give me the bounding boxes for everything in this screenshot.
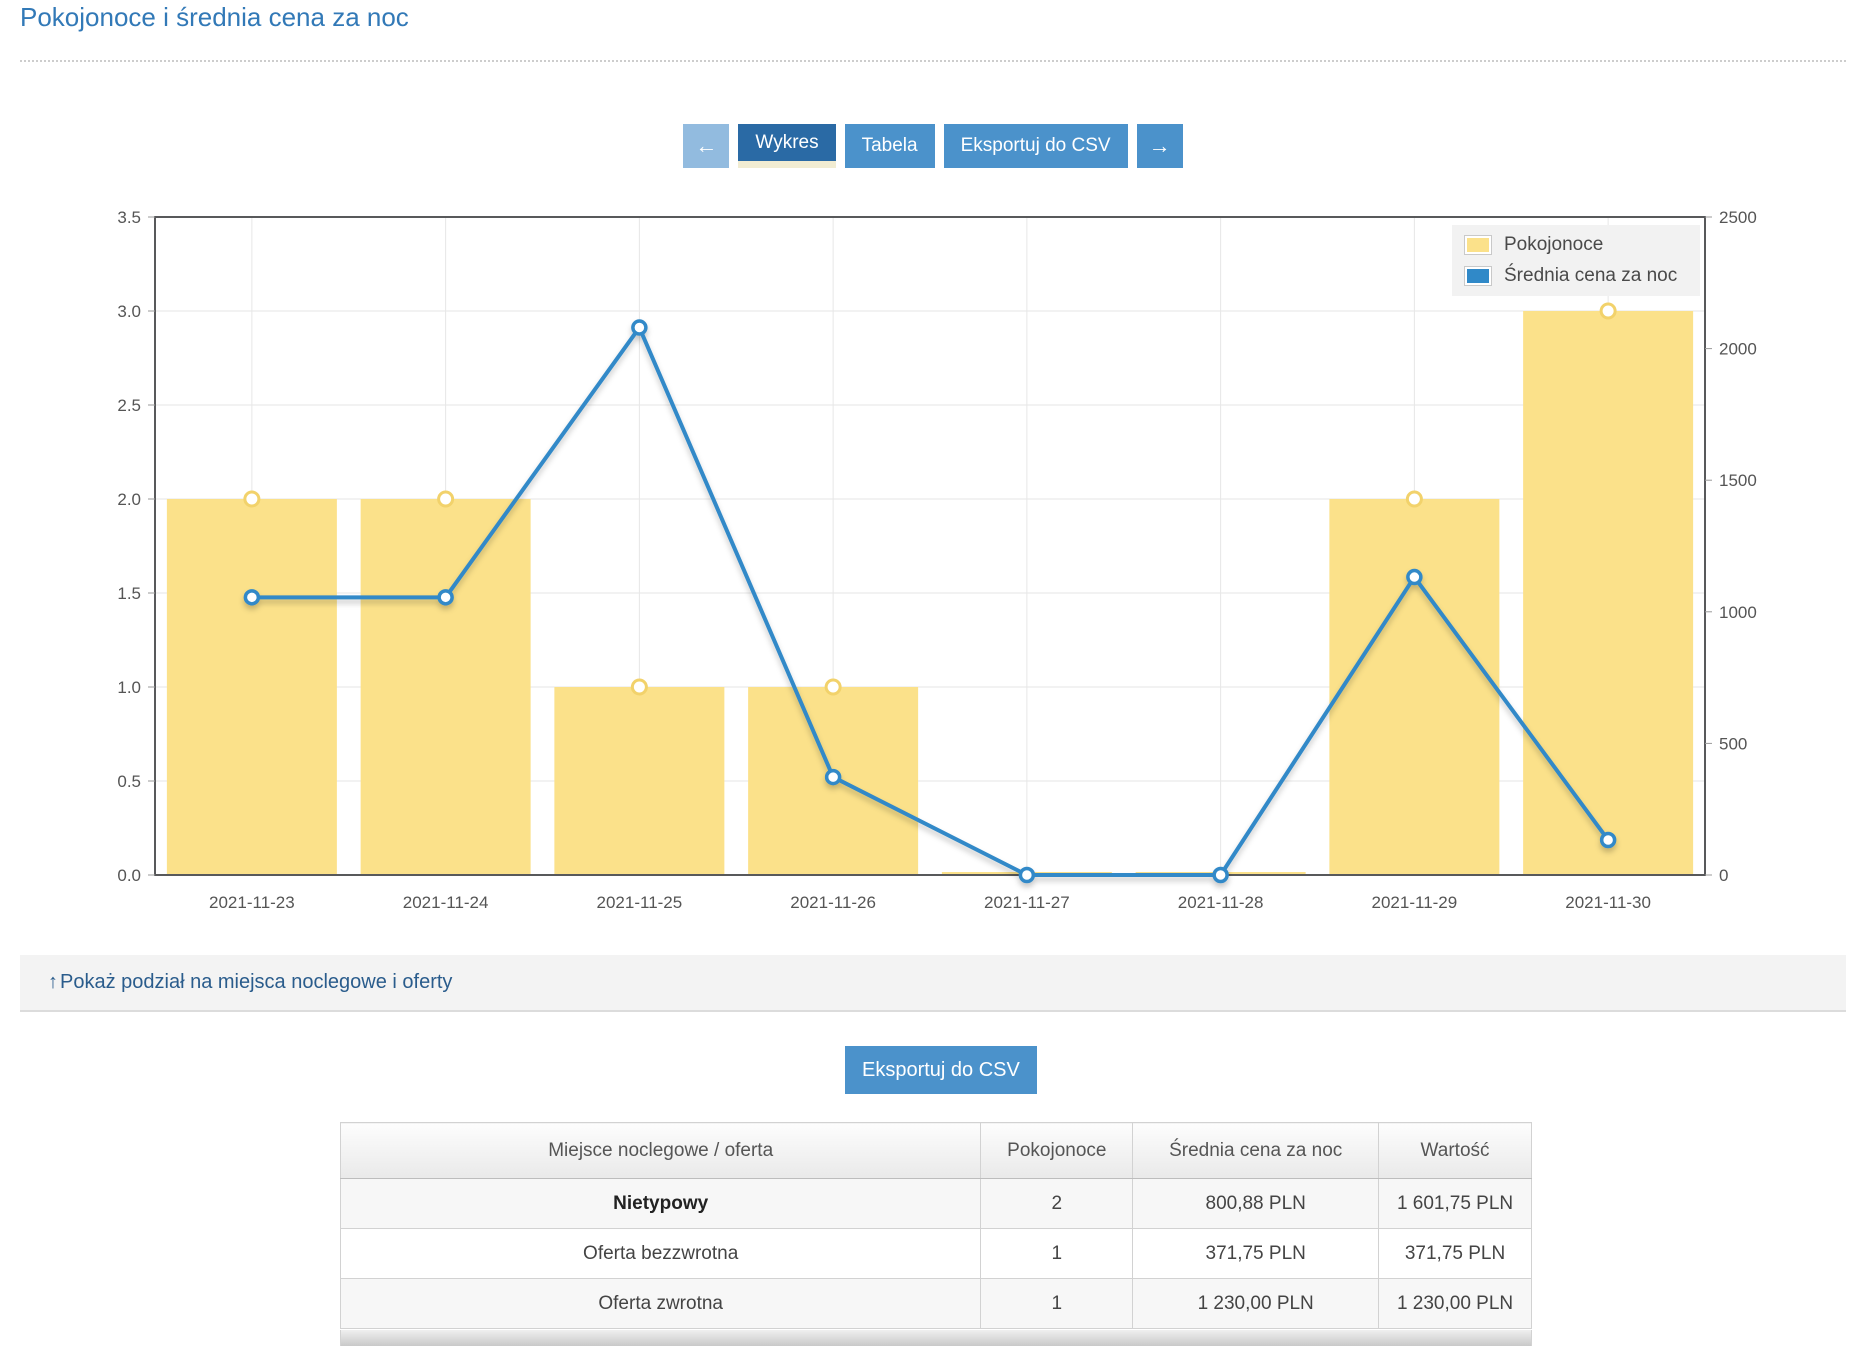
export-csv-button[interactable]: Eksportuj do CSV [845,1046,1037,1094]
table-header-row: Miejsce noclegowe / oferta Pokojonoce Śr… [341,1123,1532,1179]
cell-srednia: 800,88 PLN [1133,1179,1379,1229]
breakdown-band: ↑Pokaż podział na miejsca noclegowe i of… [20,955,1846,1012]
svg-text:2021-11-23: 2021-11-23 [209,893,295,912]
breakdown-table: Miejsce noclegowe / oferta Pokojonoce Śr… [340,1122,1532,1329]
show-breakdown-label: Pokaż podział na miejsca noclegowe i ofe… [60,971,452,993]
svg-text:1.5: 1.5 [117,584,141,603]
svg-text:0.0: 0.0 [117,866,141,885]
chart-toolbar: ← Wykres Tabela Eksportuj do CSV → [0,124,1866,168]
svg-text:2021-11-25: 2021-11-25 [597,893,683,912]
svg-text:2021-11-28: 2021-11-28 [1178,893,1264,912]
svg-text:2.5: 2.5 [117,396,141,415]
svg-text:2021-11-30: 2021-11-30 [1565,893,1651,912]
tab-tabela-label: Tabela [862,135,918,157]
legend-label: Pokojonoce [1504,234,1603,256]
cell-wartosc: 371,75 PLN [1379,1229,1532,1279]
table-row: Oferta zwrotna 1 1 230,00 PLN 1 230,00 P… [341,1279,1532,1329]
cell-pokojonoce: 1 [981,1279,1133,1329]
col-header-pokojonoce: Pokojonoce [981,1123,1133,1179]
report-page: Pokojonoce i średnia cena za noc ← Wykre… [0,0,1866,1346]
up-arrow-icon: ↑ [48,971,58,993]
export-csv-label: Eksportuj do CSV [862,1059,1020,1082]
next-period-button[interactable]: → [1137,124,1183,168]
cell-srednia: 1 230,00 PLN [1133,1279,1379,1329]
left-arrow-icon: ← [695,133,717,159]
cell-miejsce: Oferta bezzwrotna [341,1229,981,1279]
svg-text:3.0: 3.0 [117,302,141,321]
col-header-miejsce: Miejsce noclegowe / oferta [341,1123,981,1179]
cell-pokojonoce: 1 [981,1229,1133,1279]
tab-tabela[interactable]: Tabela [845,124,935,168]
svg-text:1.0: 1.0 [117,678,141,697]
legend-item-pokojonoce: Pokojonoce [1464,234,1688,256]
table-row: Oferta bezzwrotna 1 371,75 PLN 371,75 PL… [341,1229,1532,1279]
svg-text:500: 500 [1719,734,1747,753]
cell-miejsce: Nietypowy [341,1179,981,1229]
svg-text:2021-11-26: 2021-11-26 [790,893,876,912]
page-title: Pokojonoce i średnia cena za noc [20,2,409,33]
svg-text:2000: 2000 [1719,340,1757,359]
cell-miejsce: Oferta zwrotna [341,1279,981,1329]
svg-text:1000: 1000 [1719,603,1757,622]
export-csv-button-top[interactable]: Eksportuj do CSV [944,124,1128,168]
tab-wykres-label: Wykres [755,132,818,154]
svg-text:3.5: 3.5 [117,208,141,227]
col-header-srednia: Średnia cena za noc [1133,1123,1379,1179]
svg-text:2021-11-29: 2021-11-29 [1372,893,1458,912]
svg-text:1500: 1500 [1719,471,1757,490]
chart-area: 0.0 0.5 1.0 1.5 2.0 2.5 3.0 3.5 0 500 1000 1500 2000… [90,175,1780,915]
cell-wartosc: 1 601,75 PLN [1379,1179,1532,1229]
table-row: Nietypowy 2 800,88 PLN 1 601,75 PLN [341,1179,1532,1229]
chart-legend: Pokojonoce Średnia cena za noc [1452,225,1700,296]
table-footer-cutoff [340,1330,1532,1346]
srednia-cena-swatch-icon [1464,266,1492,286]
svg-text:0: 0 [1719,866,1728,885]
right-arrow-icon: → [1149,133,1171,159]
legend-label: Średnia cena za noc [1504,265,1677,287]
legend-item-srednia-cena: Średnia cena za noc [1464,265,1688,287]
svg-text:2021-11-27: 2021-11-27 [984,893,1070,912]
svg-text:2.0: 2.0 [117,490,141,509]
cell-pokojonoce: 2 [981,1179,1133,1229]
export-csv-top-label: Eksportuj do CSV [961,135,1111,157]
show-breakdown-link[interactable]: ↑Pokaż podział na miejsca noclegowe i of… [48,971,452,994]
pokojonoce-swatch-icon [1464,235,1492,255]
section-divider [20,60,1846,62]
svg-text:0.5: 0.5 [117,772,141,791]
tab-wykres[interactable]: Wykres [738,124,835,168]
cell-wartosc: 1 230,00 PLN [1379,1279,1532,1329]
previous-period-button[interactable]: ← [683,124,729,168]
col-header-wartosc: Wartość [1379,1123,1532,1179]
cell-srednia: 371,75 PLN [1133,1229,1379,1279]
svg-text:2021-11-24: 2021-11-24 [403,893,489,912]
svg-text:2500: 2500 [1719,208,1757,227]
